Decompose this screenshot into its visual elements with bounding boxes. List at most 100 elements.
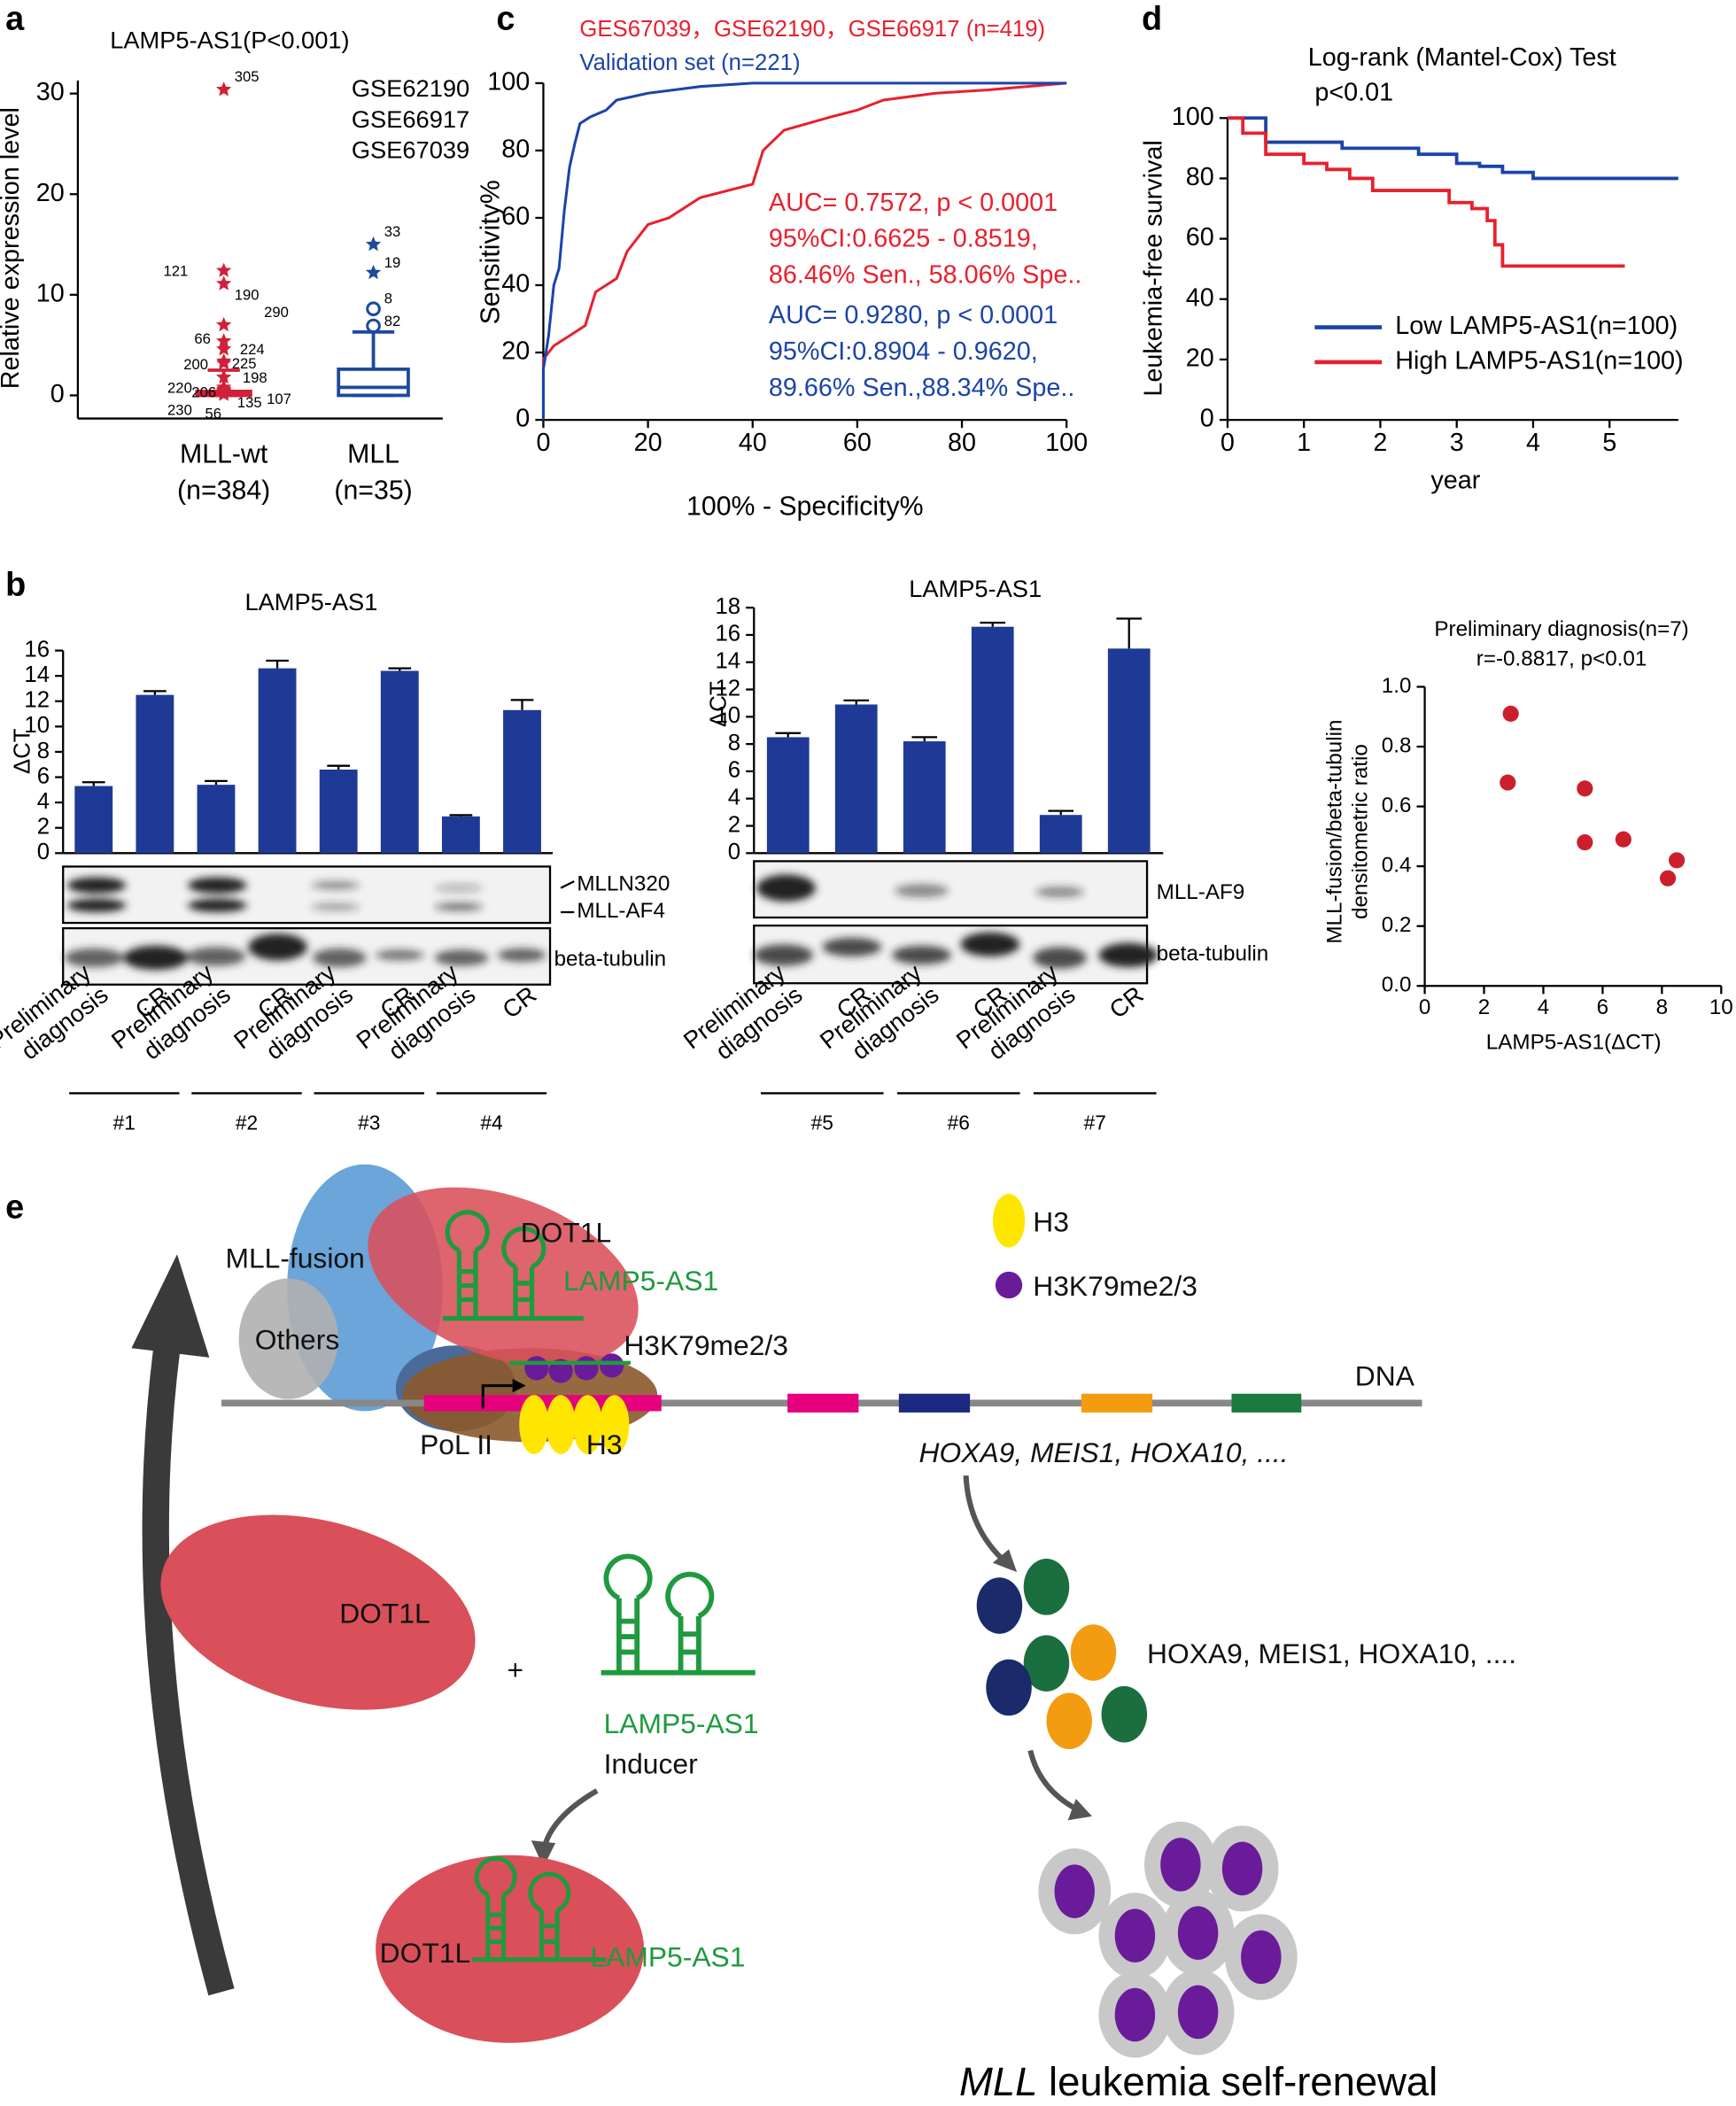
point bbox=[1577, 834, 1593, 851]
bar bbox=[903, 741, 946, 854]
outlier-label: 225 bbox=[232, 355, 257, 372]
label: MLL-fusion bbox=[225, 1242, 364, 1274]
annotation: 95%CI:0.8904 - 0.9620, bbox=[769, 337, 1038, 366]
chart-title: LAMP5-AS1 bbox=[244, 588, 377, 616]
x-tick-label: 2 bbox=[1373, 429, 1387, 457]
y-tick-label: 16 bbox=[24, 637, 50, 662]
y-tick-label: 10 bbox=[715, 703, 740, 728]
panel-letter: b bbox=[5, 567, 26, 604]
bar bbox=[971, 626, 1014, 854]
point bbox=[1615, 831, 1631, 848]
y-tick-label: 20 bbox=[501, 337, 530, 366]
outlier-label: 135 bbox=[237, 394, 262, 411]
y-tick-label: 0 bbox=[37, 840, 50, 864]
outlier bbox=[216, 386, 232, 401]
panel-letter: c bbox=[496, 0, 515, 37]
outlier-label: 121 bbox=[164, 263, 189, 280]
gene: MLL bbox=[959, 2059, 1037, 2104]
annotation: AUC= 0.9280, p < 0.0001 bbox=[769, 301, 1058, 329]
outlier-label: 107 bbox=[267, 391, 291, 407]
point bbox=[1577, 780, 1593, 797]
axis-title: year bbox=[1430, 466, 1480, 494]
y-tick-label: 2 bbox=[37, 815, 50, 840]
outlier bbox=[216, 262, 232, 277]
x-tick-label: 5 bbox=[1602, 429, 1616, 457]
outlier bbox=[366, 301, 381, 317]
x-tick-label: MLL bbox=[347, 440, 399, 469]
y-tick-label: 8 bbox=[37, 739, 50, 763]
axis-title: Leukemia-free survival bbox=[1140, 140, 1168, 396]
label: LAMP5-AS1 bbox=[563, 1265, 718, 1297]
y-tick-label: 0 bbox=[728, 840, 740, 864]
outlier bbox=[216, 341, 232, 356]
x-tick-label: MLL-wt bbox=[180, 440, 268, 469]
legend-label: High LAMP5-AS1(n=100) bbox=[1395, 347, 1683, 376]
y-tick-label: 0.0 bbox=[1382, 973, 1412, 997]
outlier-label: 66 bbox=[194, 330, 211, 347]
bar bbox=[380, 670, 419, 854]
y-tick-label: 4 bbox=[728, 786, 740, 810]
y-tick-label: 0.8 bbox=[1382, 733, 1412, 757]
panel-letter: e bbox=[5, 1188, 24, 1226]
y-tick-label: 12 bbox=[24, 688, 50, 713]
x-tick-note: (n=35) bbox=[334, 476, 412, 505]
point bbox=[1500, 774, 1516, 791]
chart-title: LAMP5-AS1 bbox=[909, 575, 1042, 602]
axis-title: ΔCT bbox=[706, 681, 731, 727]
y-tick-label: 0.2 bbox=[1382, 913, 1412, 937]
label: Inducer bbox=[604, 1747, 698, 1779]
roc-curve bbox=[541, 81, 1067, 421]
group-label: #4 bbox=[480, 1111, 502, 1134]
y-tick-label: 0 bbox=[515, 405, 530, 433]
x-tick-label: 3 bbox=[1450, 429, 1464, 457]
group-label: #2 bbox=[236, 1111, 258, 1134]
y-tick-label: 0.6 bbox=[1382, 794, 1412, 817]
outlier-label: 8 bbox=[384, 290, 392, 307]
axis-title: densitometric ratio bbox=[1348, 744, 1372, 919]
bar bbox=[74, 786, 113, 854]
y-tick-label: 12 bbox=[715, 676, 740, 701]
axis-title: Relative expression level bbox=[0, 107, 25, 389]
x-tick-note: (n=384) bbox=[177, 476, 270, 505]
y-tick-label: 100 bbox=[1172, 103, 1214, 131]
outlier-label: 220 bbox=[167, 379, 192, 396]
outlier-label: 230 bbox=[167, 401, 192, 418]
outlier-label: 198 bbox=[243, 369, 267, 386]
y-tick-label: 80 bbox=[1186, 163, 1214, 191]
x-tick-label: 20 bbox=[634, 429, 663, 457]
outlier bbox=[216, 316, 232, 332]
x-tick-label: 80 bbox=[948, 429, 976, 457]
blot-label: MLL-AF4 bbox=[577, 899, 665, 923]
outlier bbox=[366, 318, 381, 334]
x-tick-label: 4 bbox=[1526, 429, 1540, 457]
annotation: 89.66% Sen.,88.34% Spe.. bbox=[769, 374, 1074, 402]
y-tick-label: 20 bbox=[1186, 345, 1214, 373]
bar bbox=[258, 668, 297, 854]
outlier-label: 56 bbox=[205, 406, 221, 422]
label: DOT1L bbox=[339, 1598, 430, 1630]
chart-title: Log-rank (Mantel-Cox) Test bbox=[1308, 43, 1616, 72]
bar bbox=[319, 769, 358, 854]
label: HOXA9, MEIS1, HOXA10, .... bbox=[919, 1436, 1289, 1468]
x-tick-label: 0 bbox=[1221, 429, 1235, 457]
label: DOT1L bbox=[380, 1937, 471, 1969]
legend-label: H3 bbox=[1033, 1205, 1069, 1237]
chart-subtitle: p<0.01 bbox=[1314, 79, 1393, 107]
axis-title: 100% - Specificity% bbox=[686, 492, 924, 522]
annotation: GSE67039 bbox=[352, 136, 469, 164]
y-tick-label: 1.0 bbox=[1382, 674, 1412, 698]
label: PoL II bbox=[420, 1429, 492, 1460]
y-tick-label: 6 bbox=[728, 758, 740, 783]
outlier bbox=[216, 81, 232, 97]
outlier bbox=[365, 236, 382, 252]
x-tick-label: 8 bbox=[1656, 995, 1668, 1019]
blot-label: beta-tubulin bbox=[554, 948, 667, 972]
y-tick-label: 100 bbox=[487, 68, 530, 97]
y-tick-label: 0.4 bbox=[1382, 854, 1412, 878]
label: DOT1L bbox=[521, 1217, 612, 1249]
x-tick-label: 2 bbox=[1478, 995, 1490, 1019]
x-tick-label: 1 bbox=[1297, 429, 1311, 457]
box bbox=[337, 368, 410, 398]
y-tick-label: 10 bbox=[24, 713, 50, 738]
